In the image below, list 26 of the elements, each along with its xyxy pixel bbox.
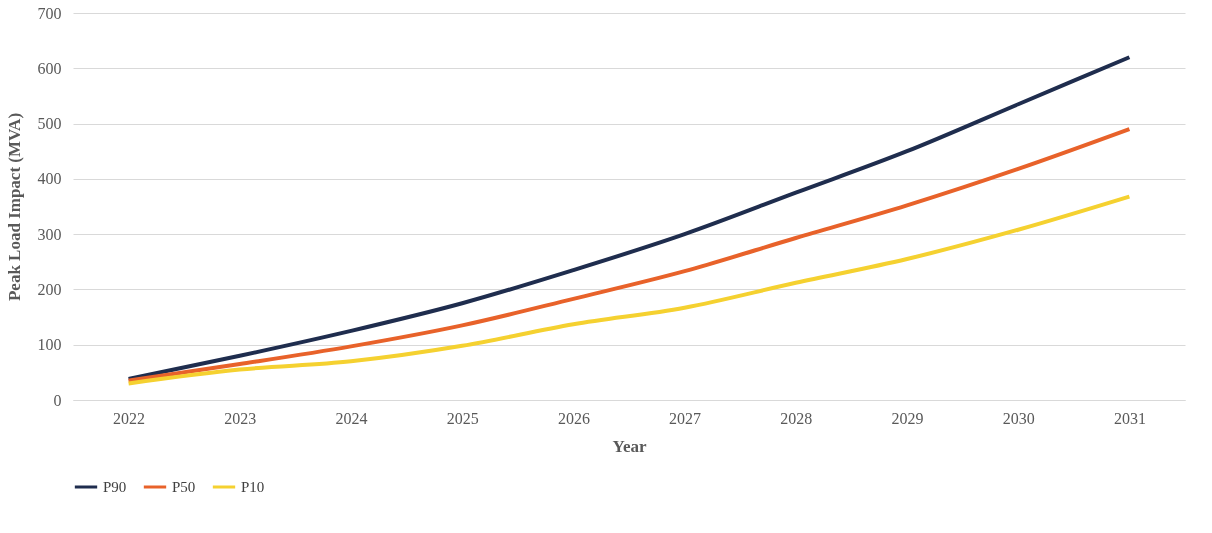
x-tick-label: 2031 bbox=[1113, 409, 1146, 427]
y-tick-label: 300 bbox=[37, 225, 62, 243]
y-axis-title: Peak Load Impact (MVA) bbox=[4, 112, 24, 302]
legend-label: P50 bbox=[172, 479, 196, 495]
y-tick-label: 0 bbox=[53, 391, 62, 409]
x-tick-label: 2023 bbox=[224, 409, 257, 427]
y-tick-label: 200 bbox=[37, 280, 62, 298]
line-series bbox=[126, 127, 1132, 383]
legend-label: P90 bbox=[103, 479, 127, 495]
x-axis-title: Year bbox=[612, 436, 647, 456]
line-series bbox=[126, 194, 1132, 386]
line-series bbox=[126, 55, 1132, 381]
y-tick-label: 500 bbox=[37, 115, 62, 133]
legend-label: P10 bbox=[241, 479, 265, 495]
y-tick-label: 600 bbox=[37, 59, 62, 77]
y-tick-label: 400 bbox=[37, 170, 62, 188]
x-tick-label: 2029 bbox=[891, 409, 924, 427]
y-tick-label: 100 bbox=[37, 336, 62, 354]
x-tick-label: 2024 bbox=[335, 409, 368, 427]
x-tick-label: 2026 bbox=[557, 409, 590, 427]
x-tick-label: 2027 bbox=[669, 409, 702, 427]
x-tick-label: 2025 bbox=[446, 409, 479, 427]
y-tick-label: 700 bbox=[37, 4, 62, 22]
x-tick-label: 2030 bbox=[1002, 409, 1035, 427]
x-tick-label: 2022 bbox=[113, 409, 146, 427]
x-tick-label: 2028 bbox=[780, 409, 813, 427]
